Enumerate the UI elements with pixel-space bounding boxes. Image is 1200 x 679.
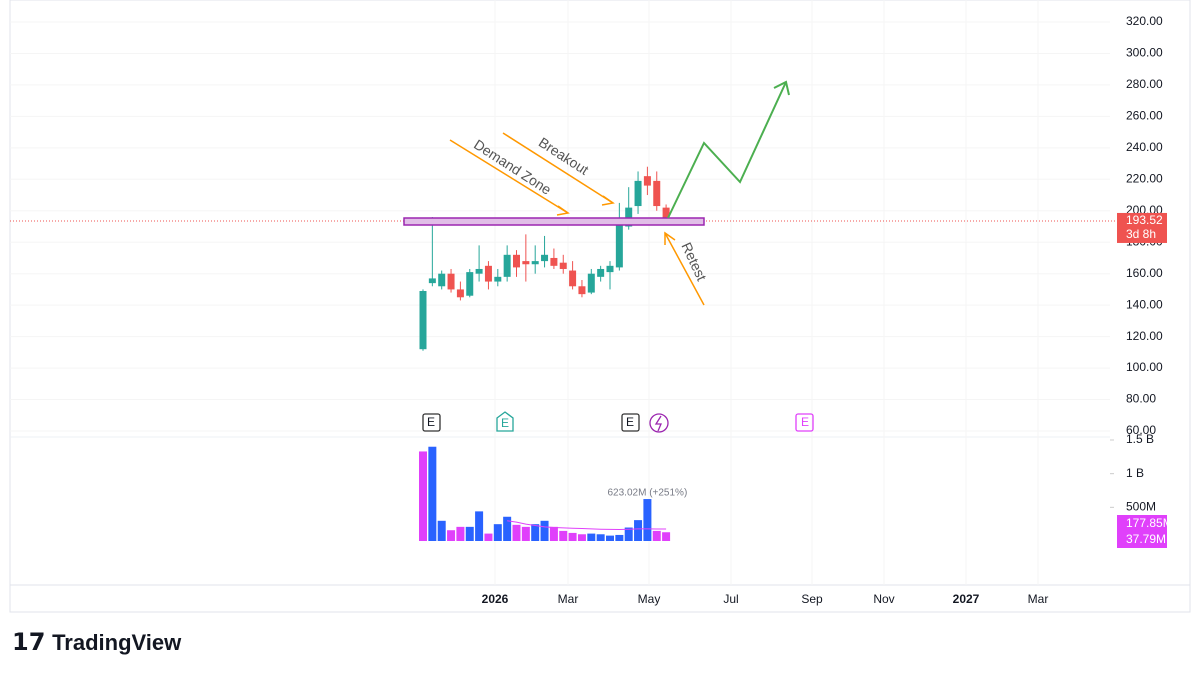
- volume-bar: [447, 530, 456, 541]
- brand: 𝟭𝟳 TradingView: [12, 629, 182, 656]
- volume-bar: [577, 534, 586, 541]
- volume-bar: [606, 535, 614, 541]
- candle-body: [428, 278, 436, 284]
- event-label: E: [501, 416, 509, 430]
- volume-tick-label: 1 B: [1126, 466, 1144, 480]
- volume-bar: [503, 516, 512, 541]
- y-tick-label: 280.00: [1126, 77, 1163, 91]
- price-tag-label: 193.52: [1126, 213, 1163, 227]
- y-tick-label: 300.00: [1126, 46, 1163, 60]
- y-tick-label: 100.00: [1126, 360, 1163, 374]
- volume-bar: [531, 524, 540, 541]
- countdown: 3d 8h: [1126, 227, 1156, 241]
- arrows: [449, 132, 705, 306]
- y-tick-label: 160.00: [1126, 266, 1163, 280]
- volume-bar: [643, 499, 652, 541]
- candle-body: [559, 262, 567, 269]
- candle-body: [438, 273, 446, 287]
- event-label: E: [801, 415, 809, 429]
- volume-bar: [652, 530, 661, 541]
- candle-body: [634, 180, 642, 207]
- candle-body: [494, 276, 502, 282]
- volume-bar: [587, 533, 596, 541]
- candle-body: [541, 254, 549, 262]
- candle-body: [466, 272, 474, 296]
- y-tick-label: 120.00: [1126, 329, 1163, 343]
- volume-bar: [428, 446, 437, 541]
- volume-tick-label: 1.5 B: [1126, 432, 1154, 446]
- x-tick-label: Sep: [801, 592, 823, 606]
- candle-body: [643, 176, 651, 186]
- candle-body: [662, 207, 670, 221]
- events: [422, 411, 814, 433]
- y-tick-label: 220.00: [1126, 171, 1163, 185]
- projection: [667, 80, 790, 219]
- candle-body: [597, 268, 605, 277]
- volume-bar: [419, 451, 427, 541]
- x-tick-label: May: [638, 592, 661, 606]
- volume-bar: [568, 532, 577, 541]
- volume-tick-label: 500M: [1126, 500, 1156, 514]
- drawing-label: Retest: [678, 240, 710, 284]
- candle-body: [419, 290, 427, 350]
- candle-body: [606, 265, 614, 273]
- y-tick-label: 240.00: [1126, 140, 1163, 154]
- event-label: E: [427, 415, 435, 429]
- x-tick-label: Nov: [873, 592, 894, 606]
- candle-body: [531, 261, 539, 265]
- price-tag: [1117, 212, 1167, 243]
- candle-body: [513, 254, 520, 268]
- y-tick-label: 80.00: [1126, 392, 1156, 406]
- candle-body: [503, 254, 511, 277]
- volume-bar: [484, 533, 493, 541]
- volume-bar: [493, 524, 502, 541]
- volume-bar: [596, 534, 605, 541]
- volume-bar: [549, 526, 558, 541]
- candle-body: [653, 180, 661, 207]
- y-tick-label: 260.00: [1126, 109, 1163, 123]
- event-label: E: [626, 415, 634, 429]
- volume-bar: [437, 520, 446, 541]
- x-tick-label: Mar: [1028, 592, 1049, 606]
- candle-body: [484, 265, 492, 282]
- candle-body: [625, 207, 633, 227]
- y-tick-label: 60.00: [1126, 423, 1156, 437]
- volume-bar: [662, 532, 671, 541]
- volume-bar: [634, 520, 643, 541]
- volume-tag: [1117, 531, 1167, 548]
- volume-bar: [615, 534, 624, 541]
- volume-tag-label: 37.79M: [1126, 532, 1166, 546]
- y-tick-label: 320.00: [1126, 14, 1163, 28]
- candle-body: [550, 257, 558, 266]
- candle-body: [522, 261, 530, 265]
- candle-body: [569, 270, 577, 287]
- candle-body: [587, 273, 595, 293]
- candle-body: [578, 286, 586, 295]
- candle-body: [615, 218, 623, 268]
- candle-body: [475, 268, 483, 274]
- x-tick-label: Jul: [723, 592, 738, 606]
- volume-annotation: 623.02M (+251%): [608, 488, 688, 499]
- volume-bar: [465, 526, 474, 541]
- y-tick-label: 140.00: [1126, 297, 1163, 311]
- volume-tag-label: 177.85M: [1126, 516, 1173, 530]
- candle-body: [447, 273, 455, 290]
- frame: [9, 0, 1191, 613]
- x-tick-label: 2026: [482, 592, 509, 606]
- volume-bar: [456, 526, 465, 541]
- candle-body: [456, 289, 464, 298]
- volume-bar: [521, 526, 530, 541]
- volume-bar: [624, 527, 633, 541]
- volume-bar: [559, 530, 568, 541]
- volume-bar: [540, 520, 549, 541]
- volume-tag: [1117, 515, 1167, 532]
- demand-zone-box: [403, 217, 705, 226]
- x-tick-label: 2027: [953, 592, 980, 606]
- volume-bar: [475, 511, 484, 541]
- x-tick-label: Mar: [558, 592, 579, 606]
- volume-bar: [512, 524, 521, 541]
- volume-ma: [507, 520, 667, 531]
